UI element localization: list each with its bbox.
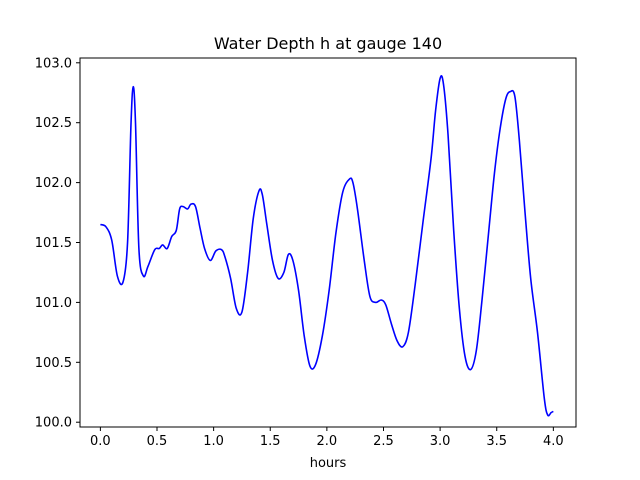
x-tick-label: 0.5 — [147, 434, 168, 449]
x-tick-label: 0.0 — [90, 434, 111, 449]
y-tick-label: 100.0 — [35, 416, 72, 431]
x-axis: 0.0 0.5 1.0 1.5 2.0 2.5 3.0 3.5 4.0 — [90, 427, 564, 449]
y-tick-label: 100.5 — [35, 356, 72, 371]
x-tick-label: 1.0 — [203, 434, 224, 449]
series-line-0 — [100, 75, 554, 417]
y-tick-label: 101.5 — [35, 236, 72, 251]
x-axis-label: hours — [310, 456, 347, 471]
y-tick-label: 102.5 — [35, 116, 72, 131]
y-tick-label: 102.0 — [35, 176, 72, 191]
x-tick-label: 3.5 — [486, 434, 507, 449]
chart-title: Water Depth h at gauge 140 — [214, 34, 442, 53]
x-tick-label: 4.0 — [543, 434, 564, 449]
x-tick-label: 1.5 — [260, 434, 281, 449]
x-tick-label: 2.5 — [373, 434, 394, 449]
x-tick-label: 3.0 — [430, 434, 451, 449]
x-tick-label: 2.0 — [317, 434, 338, 449]
y-tick-label: 101.0 — [35, 296, 72, 311]
y-tick-label: 103.0 — [35, 56, 72, 71]
series-layer — [100, 75, 554, 417]
y-axis: 100.0 100.5 101.0 101.5 102.0 102.5 103.0 — [35, 56, 80, 431]
